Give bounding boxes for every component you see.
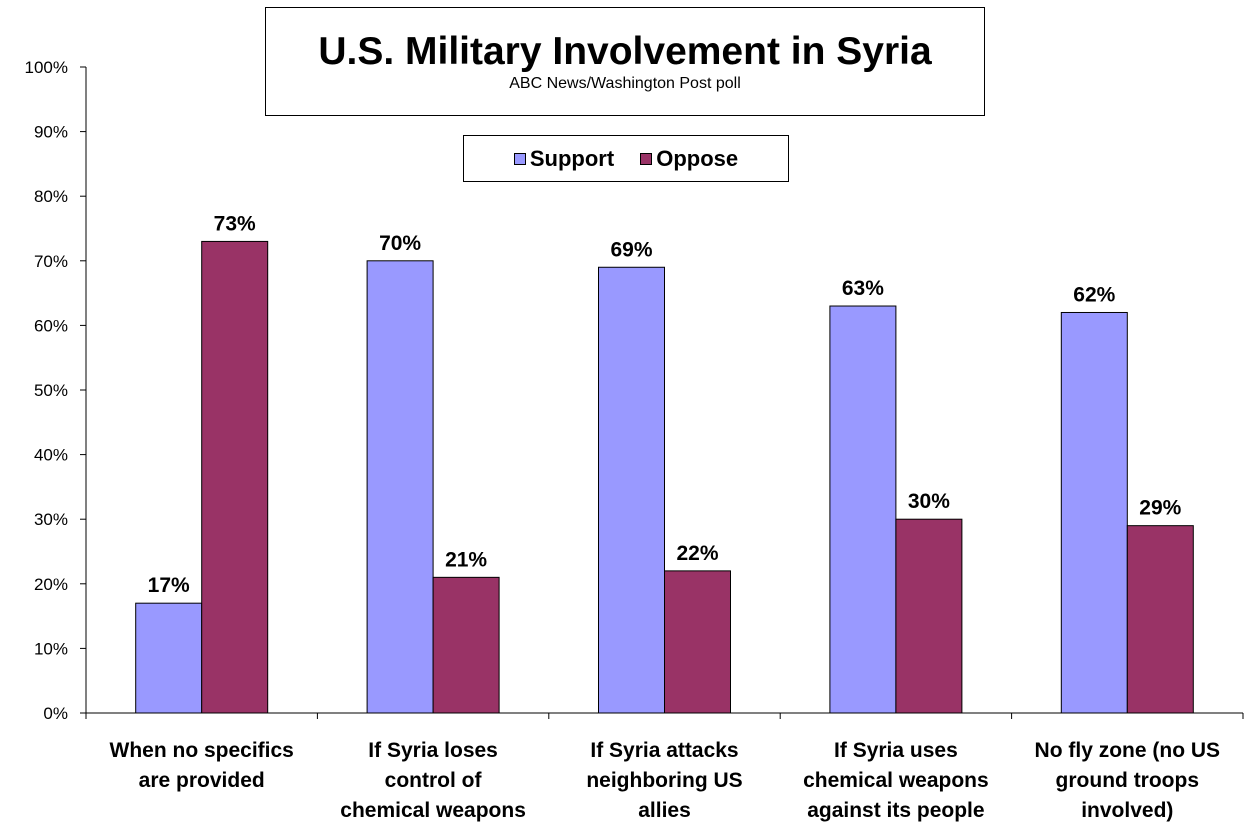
legend: Support Oppose bbox=[463, 135, 789, 182]
category-label: If Syria attacks neighboring US allies bbox=[586, 739, 742, 822]
bar-oppose bbox=[664, 570, 731, 714]
bars bbox=[135, 240, 1194, 714]
data-label-support: 63% bbox=[842, 277, 884, 300]
legend-swatch-oppose bbox=[640, 152, 653, 165]
legend-item-oppose: Oppose bbox=[640, 146, 738, 172]
legend-swatch-support bbox=[513, 152, 526, 165]
y-tick-label: 20% bbox=[34, 575, 68, 594]
bar-oppose bbox=[432, 576, 500, 714]
bar-support bbox=[1060, 311, 1128, 714]
bar-oppose bbox=[895, 518, 963, 714]
title-box: U.S. Military Involvement in Syria ABC N… bbox=[265, 7, 985, 116]
data-label-oppose: 30% bbox=[908, 490, 950, 513]
y-axis: 0% 10% 20% 30% 40% 50% 60% 70% 80% 90% 100% bbox=[25, 58, 87, 723]
data-label-oppose: 29% bbox=[1139, 497, 1181, 520]
category-label: If Syria uses chemical weapons against its… bbox=[803, 739, 989, 822]
y-tick-label: 70% bbox=[34, 252, 68, 271]
category-label-line: If Syria attacks bbox=[590, 739, 738, 762]
category-label-line: No fly zone (no US bbox=[1035, 739, 1221, 762]
y-tick-label: 40% bbox=[34, 446, 68, 465]
legend-label-support: Support bbox=[529, 145, 615, 171]
chart-subtitle: ABC News/Washington Post poll bbox=[509, 75, 741, 92]
y-tick-label: 60% bbox=[34, 316, 68, 335]
y-tick-label: 80% bbox=[34, 187, 68, 206]
category-label-line: chemical weapons bbox=[340, 799, 526, 822]
category-label-line: ground troops bbox=[1056, 769, 1199, 792]
bar-support bbox=[598, 266, 665, 714]
bar-support bbox=[366, 260, 434, 714]
category-label: No fly zone (no US ground troops involved) bbox=[1035, 739, 1221, 822]
y-tick-label: 90% bbox=[34, 123, 68, 142]
category-label-line: If Syria loses bbox=[368, 739, 498, 762]
category-label: When no specifics are provided bbox=[110, 739, 294, 792]
category-label-line: If Syria uses bbox=[834, 739, 958, 762]
x-axis bbox=[85, 712, 1244, 719]
data-label-oppose: 21% bbox=[445, 548, 487, 571]
data-label-support: 17% bbox=[148, 574, 190, 597]
data-label-support: 70% bbox=[379, 232, 421, 255]
data-label-support: 69% bbox=[610, 238, 652, 261]
y-tick-label: 50% bbox=[34, 381, 68, 400]
data-label-oppose: 22% bbox=[676, 542, 718, 565]
bar-oppose bbox=[201, 240, 269, 714]
y-tick-label: 100% bbox=[25, 58, 68, 77]
category-label-line: allies bbox=[638, 799, 691, 822]
category-label-line: are provided bbox=[139, 769, 265, 792]
y-tick-label: 10% bbox=[34, 639, 68, 658]
y-tick-label: 30% bbox=[34, 510, 68, 529]
category-label-line: control of bbox=[385, 769, 483, 792]
category-label-line: chemical weapons bbox=[803, 769, 989, 792]
category-label-line: involved) bbox=[1081, 799, 1173, 822]
y-tick-label: 0% bbox=[43, 704, 68, 723]
bar-support bbox=[829, 305, 897, 714]
legend-label-oppose: Oppose bbox=[656, 145, 739, 171]
category-labels: When no specifics are provided If Syria lo… bbox=[110, 739, 1221, 822]
bar-oppose bbox=[1126, 525, 1194, 714]
chart-title: U.S. Military Involvement in Syria bbox=[318, 30, 932, 73]
bar-support bbox=[135, 602, 203, 714]
category-label: If Syria loses control of chemical weapons bbox=[340, 739, 526, 822]
category-label-line: When no specifics bbox=[110, 739, 294, 762]
data-label-support: 62% bbox=[1073, 283, 1115, 306]
data-labels: 17% 73% 70% 21% 69% 22% 63% 30% 62% 29% bbox=[148, 212, 1182, 597]
category-label-line: neighboring US bbox=[586, 769, 742, 792]
legend-item-support: Support bbox=[513, 145, 615, 172]
category-label-line: against its people bbox=[807, 799, 984, 822]
data-label-oppose: 73% bbox=[214, 212, 256, 235]
